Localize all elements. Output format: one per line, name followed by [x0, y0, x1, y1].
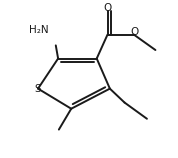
Text: S: S [34, 84, 41, 94]
Text: O: O [130, 27, 139, 37]
Text: O: O [103, 3, 112, 12]
Text: H₂N: H₂N [29, 25, 49, 35]
